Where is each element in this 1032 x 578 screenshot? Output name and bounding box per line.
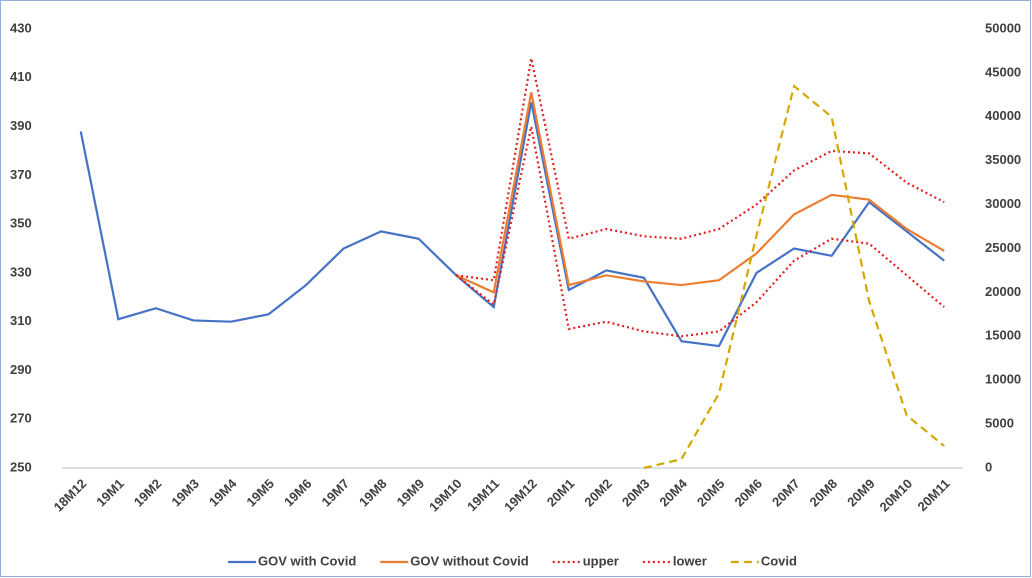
y-tick-label: 410 [10,69,32,84]
y2-tick-label: 5000 [985,416,1014,431]
series-line [79,101,945,348]
legend-label: lower [673,553,707,568]
y2-tick-label: 30000 [985,196,1021,211]
legend-label: GOV without Covid [410,553,528,568]
series-line [455,92,945,294]
legend-label: GOV with Covid [258,553,356,568]
series-line [643,84,945,470]
legend-label: upper [583,553,619,568]
y-tick-label: 250 [10,459,32,474]
y2-tick-label: 0 [985,459,992,474]
y-tick-label: 430 [10,20,32,35]
y-tick-label: 310 [10,313,32,328]
y2-tick-label: 40000 [985,108,1021,123]
y-tick-label: 390 [10,118,32,133]
series-line [455,126,945,338]
y-tick-label: 370 [10,167,32,182]
legend: GOV with Covid GOV without Covid upper lowe… [228,553,797,568]
y2-tick-label: 10000 [985,372,1021,387]
legend-label: Covid [761,553,797,568]
series-line [456,58,945,282]
y2-tick-label: 15000 [985,328,1021,343]
y2-tick-label: 45000 [985,64,1021,79]
y2-tick-label: 35000 [985,152,1021,167]
y-tick-label: 330 [10,264,32,279]
y-tick-label: 350 [10,216,32,231]
y2-tick-label: 25000 [985,240,1021,255]
y2-tick-label: 50000 [985,20,1021,35]
y2-tick-label: 20000 [985,284,1021,299]
y-tick-label: 290 [10,362,32,377]
y-tick-label: 270 [10,411,32,426]
